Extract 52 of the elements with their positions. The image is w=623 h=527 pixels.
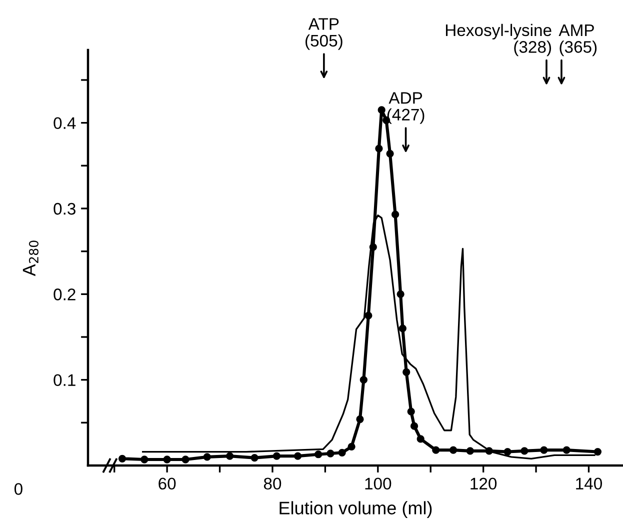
point (163, 456, 171, 464)
point (416, 435, 424, 443)
point (562, 446, 570, 454)
point (504, 448, 512, 456)
y-axis-title: A$_{280}$ (22, 240, 38, 276)
point (326, 450, 334, 458)
point (118, 454, 126, 462)
point (398, 324, 406, 332)
x-tick-label: 80 (264, 478, 282, 490)
point (369, 243, 377, 251)
point (140, 456, 148, 464)
point (402, 368, 410, 376)
point (294, 452, 302, 460)
point (375, 144, 383, 152)
y-tick-label: 0.1 (54, 374, 76, 386)
point (356, 415, 364, 424)
point (378, 106, 386, 114)
point (226, 452, 234, 460)
point (410, 422, 418, 430)
point (396, 290, 404, 298)
annotation: ADP (427) (387, 92, 424, 124)
point (338, 448, 346, 456)
point (314, 450, 322, 458)
point (466, 447, 474, 455)
point (432, 446, 440, 454)
point (540, 446, 548, 454)
y-tick-label: 0.2 (54, 288, 76, 300)
point (386, 150, 394, 158)
annotation: Hexosyl-lysine (328) (446, 24, 552, 56)
point (520, 447, 528, 455)
y-tick-label: 0.4 (54, 117, 76, 130)
x-tick-label: 120 (470, 478, 497, 490)
text: ATP (505) (306, 18, 342, 50)
point (449, 446, 458, 454)
point (594, 448, 602, 456)
x-tick-label: 140 (576, 478, 602, 490)
point (250, 454, 258, 462)
x-axis-title: Elution volume (ml) (280, 501, 432, 518)
x-tick-label: 60 (158, 478, 176, 490)
point (407, 408, 415, 416)
x-tick-label: 100 (365, 478, 392, 490)
point (485, 447, 493, 455)
point (272, 452, 281, 460)
point (364, 312, 372, 320)
text: 0 (14, 483, 22, 495)
point (391, 210, 400, 218)
point (203, 453, 211, 461)
point (348, 442, 356, 450)
point (182, 456, 190, 464)
annotation: AMP (365) (558, 24, 597, 56)
point (360, 376, 368, 384)
y-tick-label: 0.3 (54, 202, 76, 215)
